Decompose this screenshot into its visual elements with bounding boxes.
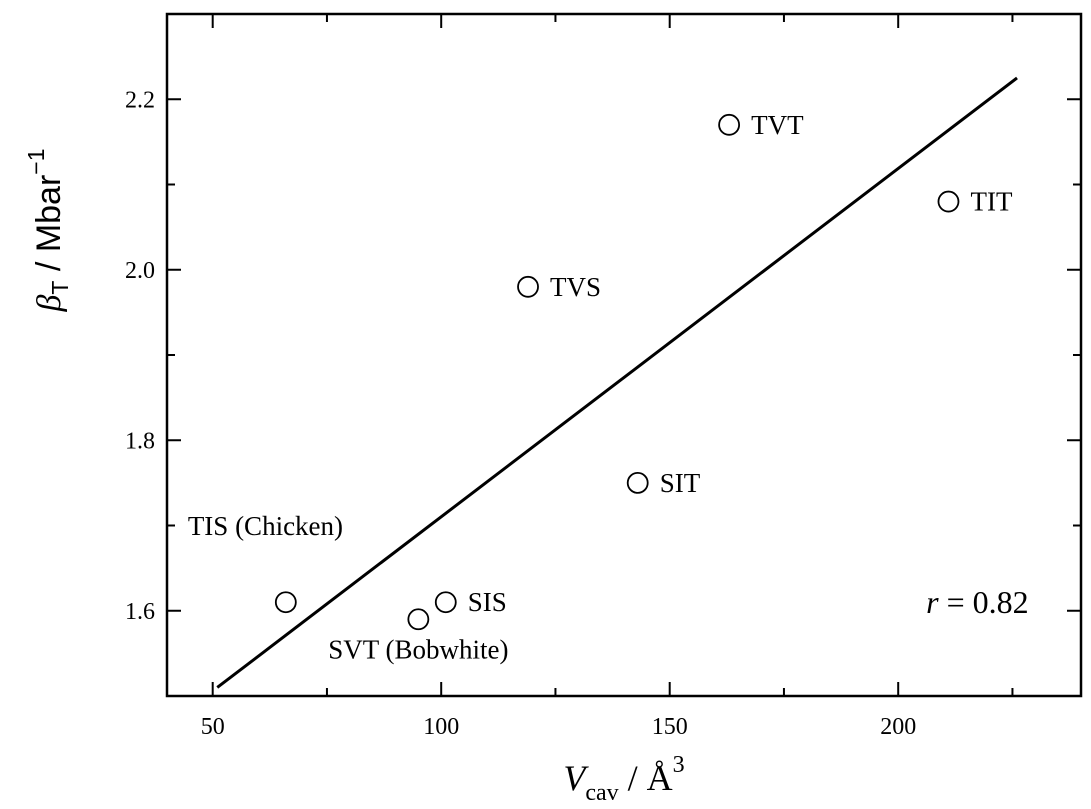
y-axis-label: βT / Mbar−1 [23,148,73,312]
data-point-marker [434,591,457,614]
data-point-label: TVS [550,272,601,302]
data-point-marker [718,113,741,136]
x-tick-label: 100 [423,714,459,740]
x-tick-label: 150 [652,714,688,740]
x-tick-label: 50 [201,714,225,740]
x-tick-label: 200 [880,714,916,740]
axis-tick-labels: 50 100 150 200 1.6 1.8 2.0 2.2 [125,87,916,740]
data-point-label: TIT [970,187,1012,217]
data-point-marker [626,471,649,494]
data-point-label: SIT [660,468,701,498]
regression-line [216,76,1018,689]
data-point-label: TIS (Chicken) [188,511,343,541]
data-point-label: SIS [468,587,507,617]
y-tick-label: 1.6 [125,599,155,625]
axis-ticks [167,13,1081,697]
data-point-marker [937,190,960,213]
data-point-marker [517,275,539,298]
y-tick-label: 1.8 [125,428,155,454]
correlation-annotation: r = 0.82 [926,584,1028,620]
data-point-marker [274,591,297,614]
y-tick-label: 2.2 [125,87,155,113]
data-point-label: TVT [751,110,804,140]
y-tick-label: 2.0 [125,258,155,284]
data-point-marker [407,608,430,631]
data-point-label: SVT (Bobwhite) [328,634,508,664]
data-points: TIS (Chicken) SVT (Bobwhite) SIS TVS SIT TVT T… [188,110,1013,664]
x-axis-label: Vcav / Å3 [563,752,684,806]
